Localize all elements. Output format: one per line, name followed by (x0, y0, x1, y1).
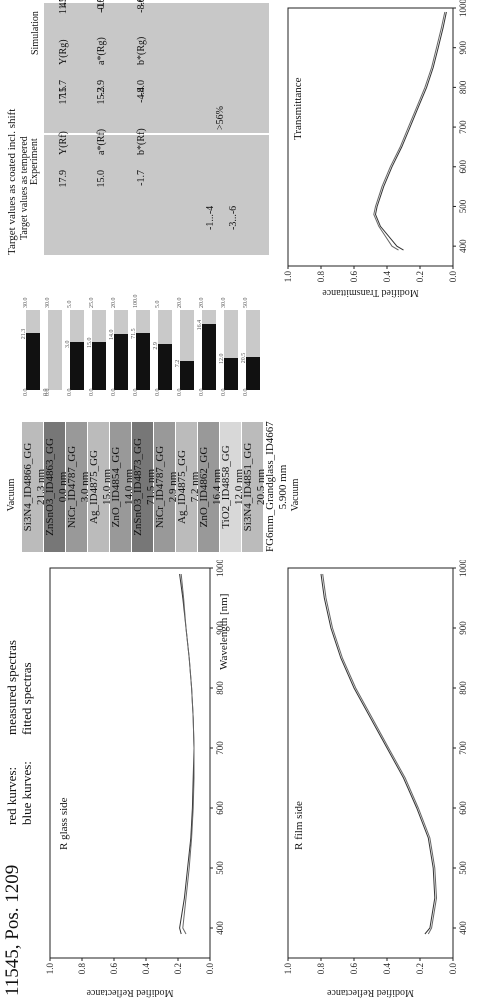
y-tick-label: 0.0 (448, 271, 458, 283)
quantity-label: b*(Rf) (136, 128, 147, 155)
y-tick-label: 0.2 (415, 271, 425, 282)
x-tick-label: 500 (458, 199, 468, 213)
experiment-value: 15.0 (96, 170, 107, 200)
quantity-label: Y(Rg) (58, 39, 69, 65)
x-tick-label: 1000 (458, 0, 468, 17)
y-tick-label: 0.4 (382, 271, 392, 283)
x-tick-label: 600 (458, 160, 468, 174)
x-tick-label: 900 (458, 40, 468, 54)
y-axis-label: Modified Transmittance (322, 287, 419, 298)
x-tick-label: 700 (458, 120, 468, 134)
experiment-value: -6.8 (136, 0, 147, 20)
experiment-value: 11.7 (58, 80, 69, 110)
experiment-value: 41.6 (58, 0, 69, 20)
experiment-value: -10.7 (96, 0, 107, 20)
y-tick-label: 0.6 (349, 271, 359, 283)
x-tick-label: 800 (458, 80, 468, 94)
experiment-value: -2.9 (96, 80, 107, 110)
transmittance-chart: 400 500 600 700 800 900 1000 0.0 0.2 0.4 0.6 0.8 1.0… (278, 0, 478, 300)
experiment-value: 17.9 (58, 170, 69, 200)
quantity-label: a*(Rf) (96, 129, 107, 155)
x-tick-label: 400 (458, 239, 468, 253)
plot-frame (288, 8, 453, 266)
experiment-value: -1.7 (136, 170, 147, 200)
y-tick-label: 1.0 (283, 271, 293, 283)
experiment-value: -8.0 (136, 80, 147, 110)
quantity-label: b*(Rg) (136, 37, 147, 65)
quantity-label: Y(Rf) (58, 131, 69, 155)
fitted-curve (374, 12, 445, 250)
y-tick-label: 0.8 (316, 271, 326, 283)
measured-curve (376, 12, 447, 250)
quantity-label: a*(Rg) (96, 37, 107, 65)
